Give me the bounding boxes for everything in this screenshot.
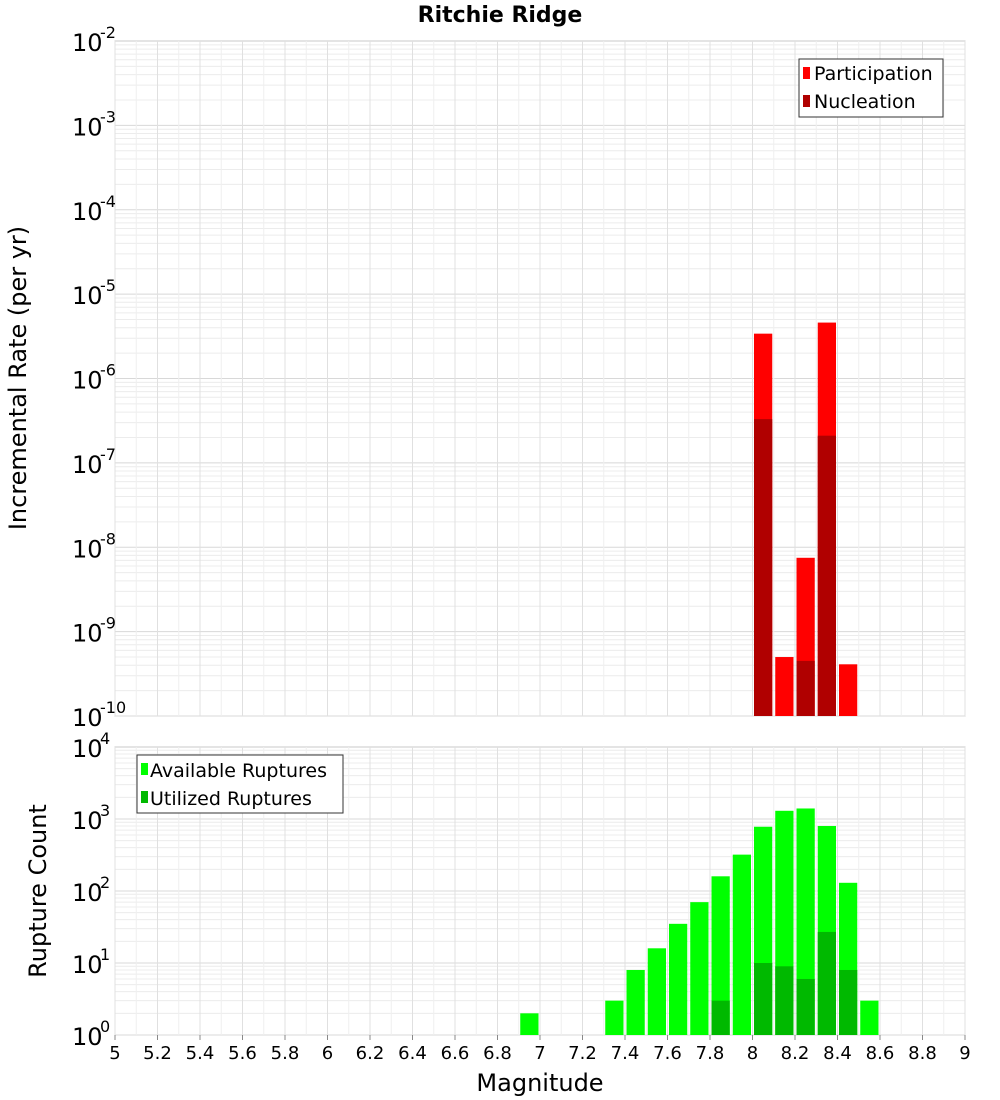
top-legend-box xyxy=(798,58,944,118)
bottom-bar-utilized-ruptures-8.05 xyxy=(754,963,773,1035)
bottom-ytick-exp: 3 xyxy=(100,801,110,820)
top-y-axis-label: Incremental Rate (per yr) xyxy=(4,226,32,530)
bottom-bar-available-ruptures-8.25 xyxy=(796,808,815,1035)
top-bar-nucleation-8.35 xyxy=(817,435,836,716)
bottom-ytick-base: 10 xyxy=(72,951,103,979)
bottom-bar-available-ruptures-7.55 xyxy=(647,948,666,1035)
top-ytick-exp: -5 xyxy=(100,276,116,295)
x-tick-label: 8 xyxy=(747,1043,758,1064)
x-tick-label: 7.2 xyxy=(568,1043,597,1064)
bottom-bar-utilized-ruptures-8.35 xyxy=(817,931,836,1035)
x-tick-label: 6 xyxy=(322,1043,333,1064)
legend-swatch-available xyxy=(141,763,148,775)
bottom-bar-available-ruptures-7.35 xyxy=(605,1000,624,1035)
x-tick-label: 5.6 xyxy=(228,1043,257,1064)
top-ytick-base: 10 xyxy=(72,29,103,57)
top-legend: Participation Nucleation xyxy=(798,58,944,118)
top-bar-nucleation-8.05 xyxy=(754,419,773,716)
bottom-bar-utilized-ruptures-8.15 xyxy=(775,966,794,1035)
x-tick-label: 5.8 xyxy=(271,1043,300,1064)
x-tick-label: 5.4 xyxy=(186,1043,215,1064)
top-gridlines xyxy=(114,41,966,717)
top-bars xyxy=(754,322,858,716)
bottom-ytick-base: 10 xyxy=(72,879,103,907)
bottom-bar-available-ruptures-7.65 xyxy=(669,923,688,1035)
legend-swatch-participation xyxy=(803,67,810,79)
x-tick-label: 7 xyxy=(534,1043,545,1064)
bottom-ytick-base: 10 xyxy=(72,1023,103,1051)
x-tick-label: 7.8 xyxy=(696,1043,725,1064)
bottom-y-axis-label: Rupture Count xyxy=(24,804,52,978)
x-tick-label: 7.6 xyxy=(653,1043,682,1064)
top-ytick-base: 10 xyxy=(72,620,103,648)
top-ytick-exp: -10 xyxy=(100,698,126,717)
bottom-bar-available-ruptures-7.95 xyxy=(732,854,751,1035)
bottom-legend-box xyxy=(136,754,344,814)
bottom-ytick-exp: 4 xyxy=(100,729,110,748)
legend-swatch-utilized xyxy=(141,791,148,803)
bottom-bar-available-ruptures-7.75 xyxy=(690,902,709,1035)
top-ytick-exp: -6 xyxy=(100,361,116,380)
x-tick-label: 8.2 xyxy=(781,1043,810,1064)
x-ticks: 5 5.2 5.4 5.6 5.8 6 6.2 6.4 6.6 6.8 7 7.2 7.4 7.6 7.8 8… xyxy=(109,1035,971,1064)
x-axis-label: Magnitude xyxy=(476,1069,603,1097)
bottom-bar-utilized-ruptures-7.85 xyxy=(711,1000,730,1035)
x-tick-label: 8.4 xyxy=(823,1043,852,1064)
top-ytick-base: 10 xyxy=(72,704,103,732)
bottom-bar-available-ruptures-8.55 xyxy=(860,1000,879,1035)
bottom-ytick-exp: 1 xyxy=(100,945,110,964)
legend-label-participation: Participation xyxy=(814,63,933,85)
legend-label-utilized: Utilized Ruptures xyxy=(150,788,312,810)
top-bar-participation-8.45 xyxy=(839,664,858,716)
x-tick-label: 9 xyxy=(959,1043,970,1064)
legend-swatch-nucleation xyxy=(803,95,810,107)
top-ytick-base: 10 xyxy=(72,451,103,479)
x-tick-label: 5.2 xyxy=(143,1043,172,1064)
top-ytick-exp: -3 xyxy=(100,107,116,126)
top-ytick-base: 10 xyxy=(72,282,103,310)
bottom-ytick-exp: 2 xyxy=(100,873,110,892)
bottom-ytick-base: 10 xyxy=(72,735,103,763)
top-ytick-exp: -8 xyxy=(100,529,116,548)
x-tick-label: 6.2 xyxy=(356,1043,385,1064)
bottom-bar-available-ruptures-7.85 xyxy=(711,876,730,1035)
bottom-legend: Available Ruptures Utilized Ruptures xyxy=(136,754,344,814)
x-tick-label: 8.6 xyxy=(866,1043,895,1064)
top-bar-nucleation-8.25 xyxy=(796,660,815,716)
x-tick-label: 6.6 xyxy=(441,1043,470,1064)
top-ytick-base: 10 xyxy=(72,113,103,141)
chart-title: Ritchie Ridge xyxy=(418,3,583,28)
bottom-bar-utilized-ruptures-8.25 xyxy=(796,978,815,1035)
bottom-bar-available-ruptures-6.95 xyxy=(520,1013,539,1035)
bottom-bar-utilized-ruptures-8.45 xyxy=(839,969,858,1035)
top-ytick-base: 10 xyxy=(72,367,103,395)
x-tick-label: 8.8 xyxy=(908,1043,937,1064)
top-ytick-exp: -2 xyxy=(100,23,116,42)
top-ytick-base: 10 xyxy=(72,535,103,563)
x-tick-label: 7.4 xyxy=(611,1043,640,1064)
top-bar-participation-8.15 xyxy=(775,657,794,716)
top-ytick-base: 10 xyxy=(72,198,103,226)
x-tick-label: 6.4 xyxy=(398,1043,427,1064)
top-ytick-exp: -9 xyxy=(100,614,116,633)
legend-label-nucleation: Nucleation xyxy=(814,91,916,113)
top-ytick-exp: -4 xyxy=(100,192,116,211)
x-tick-label: 6.8 xyxy=(483,1043,512,1064)
legend-label-available: Available Ruptures xyxy=(150,760,327,782)
bottom-bar-available-ruptures-7.45 xyxy=(626,969,645,1035)
x-tick-label: 5 xyxy=(109,1043,120,1064)
bottom-ytick-base: 10 xyxy=(72,807,103,835)
bottom-ytick-exp: 0 xyxy=(100,1017,110,1036)
top-ytick-exp: -7 xyxy=(100,445,116,464)
bottom-bars xyxy=(520,808,879,1035)
